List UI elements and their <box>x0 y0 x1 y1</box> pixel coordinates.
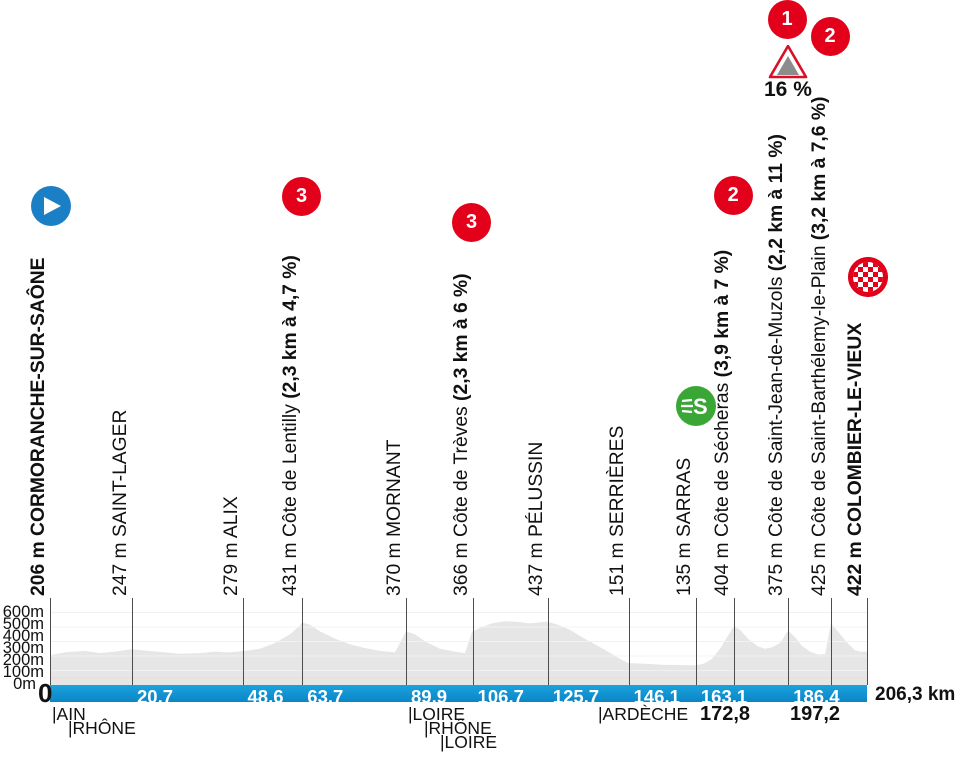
svg-text:S: S <box>693 394 708 419</box>
